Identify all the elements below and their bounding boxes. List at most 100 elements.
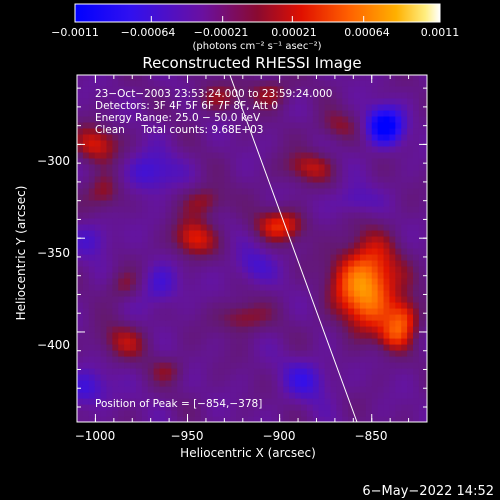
heatmap-cell [141,127,149,135]
heatmap-cell [413,199,420,207]
heatmap-cell [318,361,326,369]
heatmap-cell [230,75,237,81]
heatmap-cell [200,391,208,399]
heatmap-cell [124,325,131,333]
heatmap-cell [130,385,137,393]
heatmap-cell [301,295,308,303]
heatmap-cell [183,205,190,213]
heatmap-cell [289,337,296,345]
heatmap-cell [395,241,402,249]
heatmap-cell [147,295,155,303]
heatmap-cell [112,295,119,303]
heatmap-cell [224,211,231,219]
heatmap-cell [259,133,267,141]
heatmap-cell [130,85,137,93]
heatmap-cell [218,235,225,243]
heatmap-cell [418,157,426,165]
heatmap-cell [365,391,373,399]
heatmap-cell [318,97,326,105]
heatmap-cell [283,397,290,405]
heatmap-cell [159,199,167,207]
heatmap-cell [312,289,320,297]
heatmap-cell [100,379,108,387]
heatmap-cell [218,307,225,315]
heatmap-cell [153,247,161,255]
heatmap-cell [377,331,385,339]
heatmap-cell [206,241,214,249]
heatmap-cell [383,217,391,225]
heatmap-cell [413,163,420,171]
heatmap-cell [141,217,149,225]
heatmap-cell [212,127,220,135]
heatmap-cell [112,75,119,81]
heatmap-cell [100,97,108,105]
heatmap-cell [247,193,255,201]
heatmap-cell [289,151,296,159]
heatmap-cell [312,319,320,327]
heatmap-cell [377,139,385,147]
heatmap-cell [247,283,255,291]
heatmap-cell [359,103,367,111]
heatmap-cell [212,193,220,201]
heatmap-cell [135,169,143,177]
heatmap-cell [277,205,284,213]
heatmap-cell [330,343,337,351]
heatmap-cell [118,175,125,183]
heatmap-cell [413,75,420,81]
heatmap-cell [265,175,273,183]
heatmap-cell [336,331,343,339]
heatmap-cell [301,193,308,201]
heatmap-cell [242,403,249,411]
heatmap-cell [342,133,349,141]
heatmap-cell [283,355,290,363]
heatmap-cell [247,247,255,255]
heatmap-cell [82,235,90,243]
heatmap-cell [118,229,125,237]
heatmap-cell [389,79,396,87]
heatmap-cell [348,355,355,363]
heatmap-cell [230,79,237,87]
heatmap-cell [224,355,231,363]
heatmap-cell [88,259,96,267]
heatmap-cell [106,79,113,87]
heatmap-cell [236,361,243,369]
heatmap-cell [342,289,349,297]
heatmap-cell [418,205,426,213]
heatmap-cell [283,217,290,225]
heatmap-cell [265,307,273,315]
heatmap-cell [130,259,137,267]
heatmap-cell [295,211,302,219]
heatmap-cell [206,319,214,327]
heatmap-cell [77,175,84,183]
heatmap-cell [147,133,155,141]
heatmap-cell [336,145,343,153]
heatmap-cell [424,373,427,381]
heatmap-cell [306,151,314,159]
heatmap-cell [354,289,361,297]
heatmap-cell [218,416,225,422]
heatmap-cell [200,175,208,183]
heatmap-cell [218,367,225,375]
heatmap-cell [354,271,361,279]
heatmap-cell [336,223,343,231]
heatmap-cell [401,193,408,201]
heatmap-cell [342,416,349,422]
heatmap-cell [306,283,314,291]
heatmap-cell [82,301,90,309]
heatmap-cell [194,97,202,105]
heatmap-cell [330,331,337,339]
heatmap-cell [218,115,225,123]
heatmap-cell [301,355,308,363]
heatmap-cell [253,163,261,171]
heatmap-cell [359,229,367,237]
heatmap-cell [100,271,108,279]
heatmap-cell [371,133,379,141]
heatmap-cell [424,361,427,369]
heatmap-cell [383,157,391,165]
heatmap-cell [194,151,202,159]
heatmap-cell [324,157,332,165]
heatmap-cell [407,193,414,201]
heatmap-cell [230,145,237,153]
heatmap-cell [359,127,367,135]
heatmap-cell [271,379,279,387]
